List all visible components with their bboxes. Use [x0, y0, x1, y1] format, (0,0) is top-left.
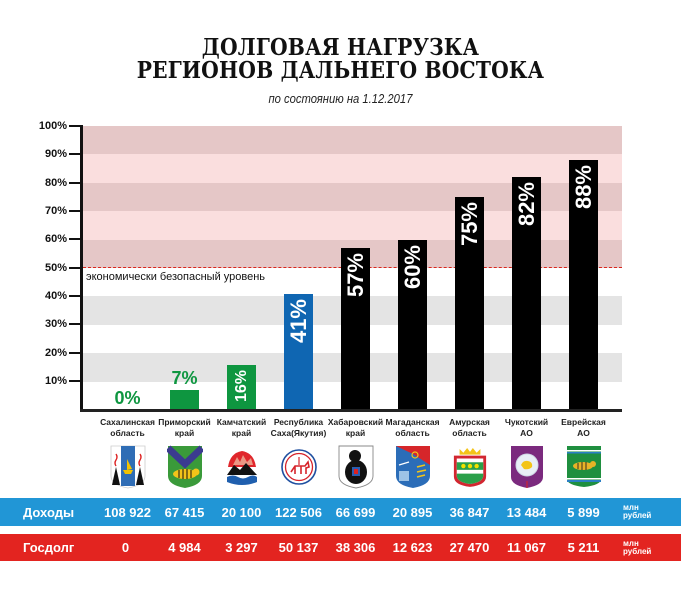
bar-value-label: 88%: [571, 165, 596, 210]
band-80-90: [83, 154, 622, 183]
debt-cell: 50 137: [278, 540, 319, 555]
title-line-1: ДОЛГОВАЯ НАГРУЗКА: [201, 34, 480, 61]
bar-khabarovsk: 57%: [341, 248, 370, 410]
y-tick-mark: [69, 153, 81, 155]
plot-area: экономически безопасный уровень 0% 7% 16…: [83, 126, 622, 411]
y-tick-mark: [69, 352, 81, 354]
debt-cell: 12 623: [392, 540, 433, 555]
y-tick-label: 30%: [44, 318, 67, 330]
y-tick-label: 20%: [44, 347, 67, 359]
khabarovsk-crest-icon: [338, 445, 373, 489]
bar-value-label: 60%: [400, 244, 425, 289]
y-axis-line: [80, 125, 83, 412]
debt-row-label: Госдолг: [23, 540, 75, 555]
y-tick-label: 10%: [44, 375, 67, 387]
y-tick-label: 40%: [44, 290, 67, 302]
bar-primorsky: 7%: [170, 369, 199, 410]
y-tick-label: 60%: [44, 233, 67, 245]
y-tick-label: 80%: [44, 177, 67, 189]
y-tick-mark: [69, 182, 81, 184]
debt-cell: 4 984: [168, 540, 201, 555]
bar-value-label: 41%: [286, 298, 311, 343]
region-label-amur: Амурская область: [449, 417, 490, 438]
primorsky-crest-icon: [166, 445, 203, 488]
chukotka-crest-icon: [510, 446, 543, 488]
region-label-yakutia: Республика Саха(Якутия): [270, 417, 327, 438]
debt-cell: 5 211: [567, 540, 600, 555]
debt-cell: 11 067: [506, 540, 547, 555]
bar-kamchatka: 16%: [227, 364, 256, 410]
band-90-100: [83, 126, 622, 155]
region-label-magadan: Магаданская область: [385, 417, 440, 438]
debt-cell: 38 306: [335, 540, 376, 555]
bar-chukotka: 82%: [512, 177, 541, 410]
sakhalin-crest-icon: [110, 445, 145, 489]
bar-amur: 75%: [455, 197, 484, 410]
y-tick-mark: [69, 295, 81, 297]
bar-value-label: 7%: [171, 368, 198, 389]
bar-value-label: 82%: [514, 182, 539, 227]
region-label-khabarovsk: Хабаровский край: [327, 417, 384, 438]
income-cell: 66 699: [335, 504, 376, 520]
band-60-70: [83, 211, 622, 240]
bar-value-label: 16%: [233, 369, 250, 402]
region-label-sakhalin: Сахалинская область: [100, 417, 155, 438]
kamchatka-crest-icon: [225, 447, 258, 488]
y-tick-label: 70%: [44, 205, 67, 217]
income-unit: млн рублей: [623, 503, 652, 520]
magadan-crest-icon: [395, 446, 430, 488]
debt-row: Госдолг 0 4 984 3 297 50 137 38 306 12 6…: [0, 534, 681, 561]
bar-value-label: 0%: [114, 388, 141, 408]
bar-jewish-ao: 88%: [569, 160, 598, 410]
subtitle: по состоянию на 1.12.2017: [268, 92, 413, 106]
y-tick-mark: [69, 210, 81, 212]
y-tick-label: 50%: [44, 262, 67, 274]
income-cell: 108 922: [104, 504, 151, 520]
income-cell: 122 506: [275, 504, 322, 520]
x-axis-line: [80, 409, 622, 412]
debt-cell: 27 470: [449, 540, 490, 555]
income-cell: 20 895: [392, 504, 433, 520]
y-tick-mark: [69, 125, 81, 127]
jewish-ao-crest-icon: [566, 446, 601, 487]
region-label-kamchatka: Камчатский край: [216, 417, 267, 438]
y-tick-mark: [69, 323, 81, 325]
income-cell: 5 899: [567, 504, 600, 520]
income-cell: 36 847: [449, 504, 490, 520]
title-line-2: РЕГИОНОВ ДАЛЬНЕГО ВОСТОКА: [136, 57, 545, 84]
y-tick-mark: [69, 238, 81, 240]
bar-magadan: 60%: [398, 239, 427, 410]
bar-value-label: 75%: [457, 202, 482, 247]
debt-unit: млн рублей: [623, 538, 652, 556]
income-cell: 67 415: [164, 504, 205, 520]
debt-cell: 0: [121, 540, 130, 555]
y-tick-mark: [69, 380, 81, 382]
band-70-80: [83, 182, 622, 212]
y-tick-label: 90%: [44, 148, 67, 160]
safe-level-label: экономически безопасный уровень: [86, 271, 266, 283]
region-label-primorsky: Приморский край: [158, 417, 211, 438]
bar-value-label: 57%: [343, 253, 368, 298]
amur-crest-icon: [453, 448, 486, 487]
y-tick-label: 100%: [38, 120, 67, 132]
region-label-jewish-ao: Еврейская АО: [561, 417, 606, 438]
bar-yakutia: 41%: [284, 293, 313, 410]
y-tick-mark: [69, 267, 81, 269]
region-label-chukotka: Чукотский АО: [504, 417, 549, 438]
debt-cell: 3 297: [225, 540, 258, 555]
income-row-label: Доходы: [23, 504, 75, 520]
yakutia-crest-icon: [280, 449, 317, 485]
income-cell: 13 484: [506, 504, 547, 520]
income-row: Доходы 108 922 67 415 20 100 122 506 66 …: [0, 498, 681, 526]
income-cell: 20 100: [221, 504, 262, 520]
